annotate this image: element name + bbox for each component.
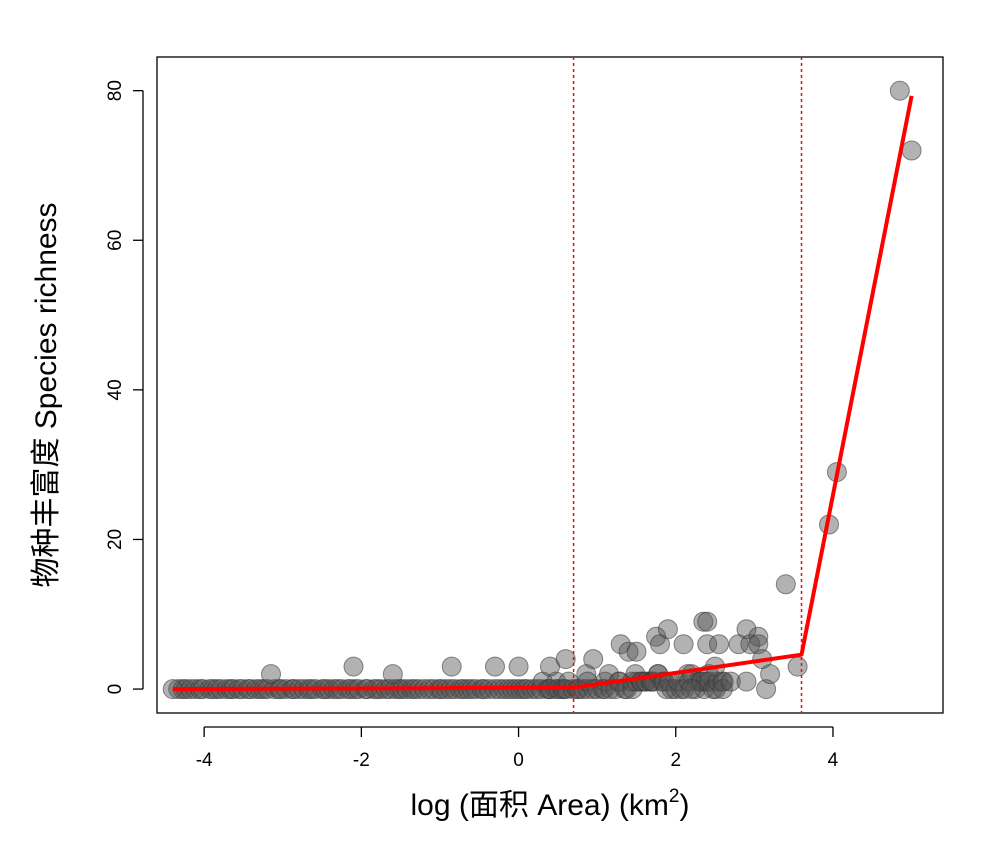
x-tick-label: 2 — [670, 750, 681, 771]
scatter-point — [901, 140, 922, 161]
plot-frame — [156, 56, 944, 714]
x-tick-label: -2 — [353, 750, 370, 771]
x-axis: -4 -2 0 2 4 — [196, 726, 839, 771]
scatter-point — [382, 664, 403, 685]
x-tick-label: 0 — [513, 750, 524, 771]
scatter-point — [441, 656, 462, 677]
x-tick-label: -4 — [196, 750, 213, 771]
y-tick-label: 60 — [105, 230, 126, 251]
scatter-point — [697, 611, 718, 632]
scatter-point — [712, 679, 733, 700]
scatter-point — [748, 634, 769, 655]
y-tick-label: 0 — [105, 684, 126, 695]
scatter-point — [740, 634, 761, 655]
scatter-point — [485, 656, 505, 677]
scatter-point — [657, 619, 678, 640]
scatter-point — [576, 664, 597, 685]
scatter-point — [697, 634, 718, 655]
scatter-point — [343, 656, 364, 677]
y-tick-label: 80 — [105, 80, 126, 101]
x-axis-title-main: log (面积 Area) (km — [411, 789, 669, 822]
scatter-point — [756, 679, 777, 700]
scatter-point — [583, 649, 604, 670]
scatter-point — [709, 634, 729, 655]
scatter-point — [736, 619, 757, 640]
fit-line — [172, 95, 914, 692]
scatter-point — [889, 80, 910, 101]
scatter-point — [775, 574, 796, 595]
y-tick-label: 40 — [105, 379, 126, 400]
breakpoint-lines — [572, 57, 803, 713]
scatter-point — [748, 626, 769, 647]
x-axis-title-close: ) — [679, 789, 689, 822]
scatter-point — [626, 641, 647, 662]
scatter-point — [261, 664, 281, 685]
y-tick-label: 20 — [105, 529, 126, 550]
scatter-point — [736, 671, 757, 692]
scatter-point — [555, 649, 576, 670]
scatter-point — [508, 656, 529, 677]
scatter-point — [681, 679, 702, 700]
scatter-point — [618, 641, 639, 662]
scatter-point — [673, 634, 694, 655]
y-axis-title: 物种丰富度 Species richness — [30, 202, 63, 587]
y-axis: 0 20 40 60 80 — [105, 80, 144, 695]
x-axis-title-superscript: 2 — [669, 786, 680, 807]
scatter-point — [760, 664, 781, 685]
scatter-point — [720, 671, 741, 692]
x-tick-label: 4 — [828, 750, 839, 771]
x-axis-title: log (面积 Area) (km2) — [411, 786, 690, 822]
scatter-point — [787, 656, 808, 677]
